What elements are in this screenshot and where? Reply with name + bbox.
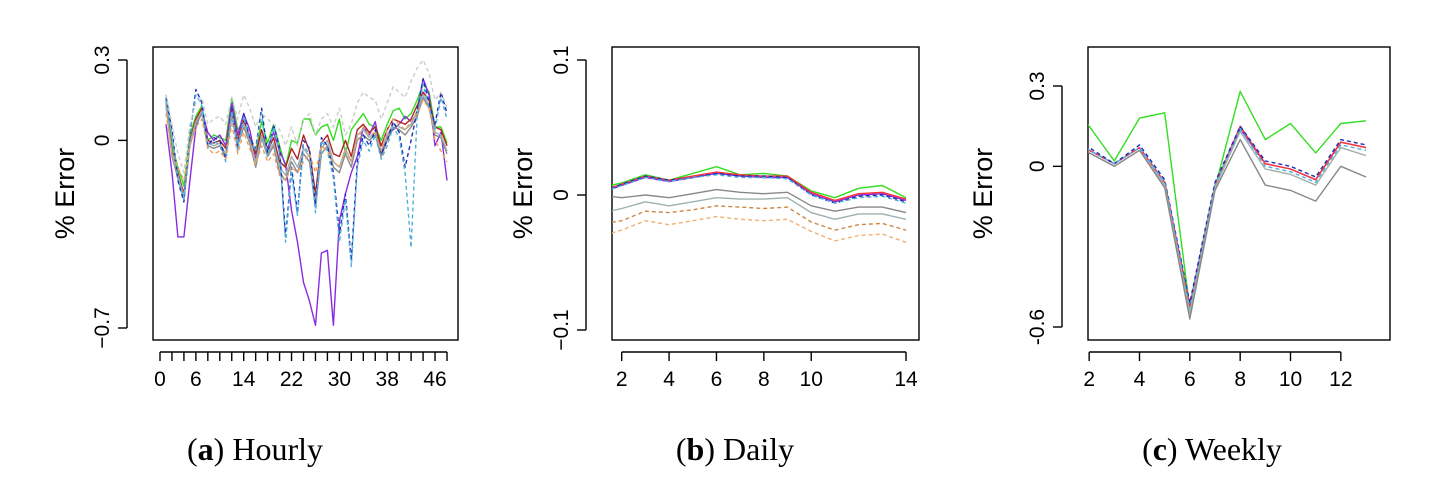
caption-text: Weekly	[1178, 431, 1282, 467]
caption-text: Daily	[715, 431, 794, 467]
series-line	[165, 83, 448, 187]
x-tick-label: 6	[711, 368, 723, 391]
series-line	[1088, 128, 1367, 309]
plot-frame	[1087, 46, 1391, 341]
x-tick-label: 22	[280, 368, 303, 391]
x-tick-label: 46	[423, 368, 446, 391]
plot-frame	[152, 46, 459, 341]
series-group	[1088, 90, 1367, 320]
series-line	[612, 172, 907, 204]
series-line	[165, 94, 448, 203]
x-tick-label: 10	[1279, 368, 1302, 391]
x-tick-label: 6	[1184, 368, 1196, 391]
x-tick-label: 12	[1329, 368, 1352, 391]
caption-text: Hourly	[224, 431, 323, 467]
x-tick-label: 8	[758, 368, 770, 391]
x-tick-label: 8	[1234, 368, 1246, 391]
series-line	[165, 99, 448, 182]
caption-letter: a	[198, 431, 214, 467]
x-tick-label: 0	[154, 368, 166, 391]
x-tick-label: 38	[376, 368, 399, 391]
x-tick-label: 2	[616, 368, 628, 391]
panel-daily: −0.1 0 0.1 % Error 2 4 6 8 10 14	[508, 45, 920, 391]
y-tick-label: −0.7	[91, 307, 114, 348]
y-tick-label: -0.6	[1026, 309, 1049, 345]
panel-hourly: −0.7 0 0.3 % Error 0 6 14 22 30 38 46	[50, 45, 459, 391]
x-tick-label: 2	[1083, 368, 1095, 391]
y-axis-label: % Error	[50, 148, 80, 240]
series-line	[1088, 125, 1367, 304]
panel-weekly: -0.6 0 0.3 % Error 2 4 6 8 10 12	[968, 46, 1391, 391]
y-axis-label: % Error	[508, 148, 538, 240]
y-tick-label: 0	[550, 189, 573, 201]
x-tick-label: 4	[663, 368, 675, 391]
y-tick-label: 0	[91, 135, 114, 147]
caption-daily: (b) Daily	[676, 431, 794, 467]
series-line	[1088, 130, 1367, 315]
series-group	[165, 59, 448, 326]
series-line	[612, 205, 907, 231]
y-tick-label: 0.3	[91, 45, 114, 74]
series-line	[165, 83, 448, 268]
series-line	[1088, 138, 1367, 320]
series-line	[612, 165, 907, 199]
series-line	[612, 171, 907, 202]
caption-letter: b	[687, 431, 705, 467]
caption-letter: c	[1153, 431, 1167, 467]
series-line	[612, 196, 907, 221]
y-tick-label: 0	[1026, 160, 1049, 172]
series-line	[612, 174, 907, 204]
series-line	[612, 215, 907, 243]
x-tick-label: 6	[190, 368, 202, 391]
series-group	[612, 165, 907, 243]
x-tick-label: 14	[894, 368, 918, 391]
x-tick-label: 30	[328, 368, 351, 391]
caption-hourly: (a) Hourly	[187, 431, 323, 467]
series-line	[1088, 90, 1367, 309]
x-tick-label: 14	[232, 368, 256, 391]
series-line	[612, 188, 907, 214]
x-tick-label: 4	[1134, 368, 1146, 391]
x-tick-label: 10	[800, 368, 823, 391]
series-line	[165, 78, 448, 262]
y-tick-label: 0.3	[1026, 71, 1049, 100]
caption-weekly: (c) Weekly	[1142, 431, 1282, 467]
series-line	[165, 78, 448, 326]
y-tick-label: 0.1	[550, 45, 573, 74]
y-axis-label: % Error	[968, 148, 998, 240]
y-tick-label: −0.1	[550, 309, 573, 350]
plot-frame	[611, 46, 920, 341]
series-line	[1088, 128, 1367, 307]
